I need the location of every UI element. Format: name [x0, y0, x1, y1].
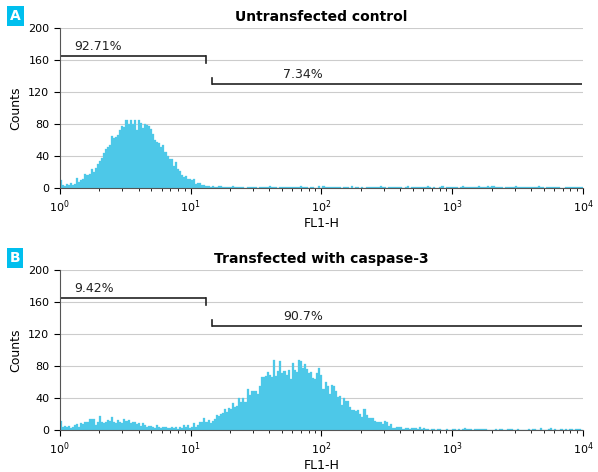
Text: 90.7%: 90.7%: [283, 310, 323, 323]
Title: Untransfected control: Untransfected control: [235, 10, 408, 25]
X-axis label: FL1-H: FL1-H: [304, 217, 339, 230]
Y-axis label: Counts: Counts: [10, 86, 23, 130]
Y-axis label: Counts: Counts: [10, 328, 23, 371]
Text: 92.71%: 92.71%: [75, 40, 123, 53]
Title: Transfected with caspase-3: Transfected with caspase-3: [214, 253, 429, 266]
X-axis label: FL1-H: FL1-H: [304, 459, 339, 472]
Text: B: B: [10, 251, 21, 265]
Text: 7.34%: 7.34%: [283, 68, 323, 81]
Text: A: A: [10, 9, 21, 23]
Text: 9.42%: 9.42%: [75, 282, 114, 295]
